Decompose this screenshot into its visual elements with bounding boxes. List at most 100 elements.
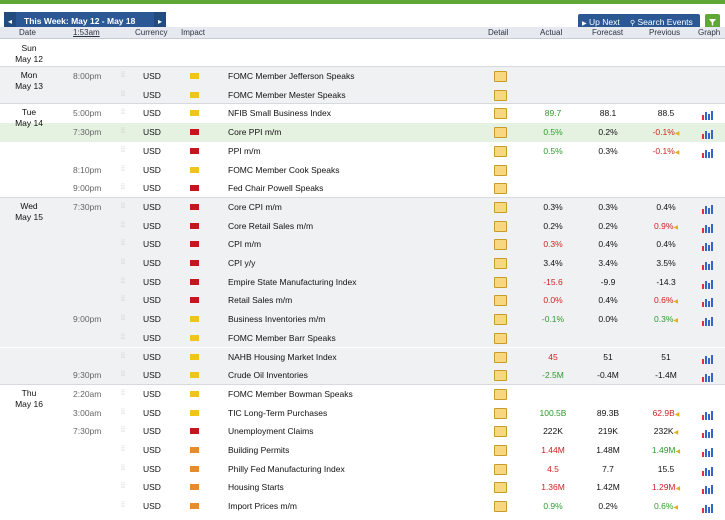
impact-icon[interactable] bbox=[190, 465, 199, 472]
table-row[interactable]: ⁞⁞ USD Empire State Manufacturing Index -15… bbox=[0, 272, 725, 292]
table-row[interactable]: ⁞⁞ USD CPI m/m 0.3% 0.4% 0.4% bbox=[0, 235, 725, 254]
table-row[interactable]: ⁞⁞ USD FOMC Member Mester Speaks bbox=[0, 85, 725, 105]
drag-handle-icon[interactable]: ⁞⁞ bbox=[121, 259, 125, 266]
detail-folder-icon[interactable] bbox=[494, 482, 507, 494]
drag-handle-icon[interactable]: ⁞⁞ bbox=[121, 464, 125, 472]
drag-handle-icon[interactable]: ⁞⁞ bbox=[121, 221, 125, 229]
drag-handle-icon[interactable]: ⁞⁞ bbox=[121, 296, 125, 304]
detail-folder-icon[interactable] bbox=[494, 127, 507, 139]
event-title[interactable]: Unemployment Claims bbox=[228, 426, 314, 437]
detail-folder-icon[interactable] bbox=[494, 71, 507, 82]
drag-handle-icon[interactable]: ⁞⁞ bbox=[121, 315, 125, 323]
graph-icon[interactable] bbox=[701, 464, 713, 476]
impact-icon[interactable] bbox=[190, 372, 199, 379]
event-title[interactable]: Philly Fed Manufacturing Index bbox=[228, 463, 345, 474]
detail-folder-icon[interactable] bbox=[494, 164, 507, 176]
graph-icon[interactable] bbox=[701, 239, 713, 252]
graph-icon[interactable] bbox=[701, 408, 713, 420]
table-row[interactable]: 7:30pm ⁞⁞ USD Core CPI m/m 0.3% 0.3% 0.4% bbox=[0, 197, 725, 217]
detail-folder-icon[interactable] bbox=[494, 295, 507, 307]
table-row[interactable]: ⁞⁞ USD CPI y/y 3.4% 3.4% 3.5% bbox=[0, 254, 725, 273]
event-title[interactable]: FOMC Member Jefferson Speaks bbox=[228, 71, 355, 81]
event-title[interactable]: Housing Starts bbox=[228, 482, 284, 493]
drag-handle-icon[interactable]: ⁞⁞ bbox=[121, 427, 125, 435]
detail-folder-icon[interactable] bbox=[494, 426, 507, 438]
impact-icon[interactable] bbox=[190, 260, 199, 266]
graph-icon[interactable] bbox=[701, 277, 713, 289]
graph-icon[interactable] bbox=[701, 258, 713, 270]
table-row[interactable]: 3:00am ⁞⁞ USD TIC Long-Term Purchases 100.5B… bbox=[0, 404, 725, 423]
event-title[interactable]: PPI m/m bbox=[228, 145, 261, 156]
detail-folder-icon[interactable] bbox=[494, 445, 507, 456]
table-row[interactable]: 8:10pm ⁞⁞ USD FOMC Member Cook Speaks bbox=[0, 161, 725, 180]
event-title[interactable]: Import Prices m/m bbox=[228, 501, 297, 512]
table-row[interactable]: 5:00pm ⁞⁞ USD NFIB Small Business Index 89.7… bbox=[0, 104, 725, 123]
event-title[interactable]: FOMC Member Cook Speaks bbox=[228, 164, 340, 175]
drag-handle-icon[interactable]: ⁞⁞ bbox=[121, 333, 125, 341]
graph-icon[interactable] bbox=[701, 426, 713, 439]
event-title[interactable]: NFIB Small Business Index bbox=[228, 108, 331, 119]
event-title[interactable]: Fed Chair Powell Speaks bbox=[228, 183, 324, 194]
table-row[interactable]: ⁞⁞ USD Core Retail Sales m/m 0.2% 0.2% 0.9%◀ bbox=[0, 216, 725, 236]
detail-folder-icon[interactable] bbox=[494, 463, 507, 475]
impact-icon[interactable] bbox=[190, 129, 199, 136]
event-title[interactable]: TIC Long-Term Purchases bbox=[228, 407, 328, 418]
event-title[interactable]: Crude Oil Inventories bbox=[228, 370, 308, 381]
graph-icon[interactable] bbox=[701, 221, 713, 233]
impact-icon[interactable] bbox=[190, 203, 199, 210]
graph-icon[interactable] bbox=[701, 352, 713, 364]
graph-icon[interactable] bbox=[701, 127, 713, 140]
impact-icon[interactable] bbox=[190, 110, 199, 117]
detail-folder-icon[interactable] bbox=[494, 201, 507, 213]
detail-folder-icon[interactable] bbox=[494, 258, 507, 269]
event-title[interactable]: FOMC Member Bowman Speaks bbox=[228, 388, 353, 399]
impact-icon[interactable] bbox=[190, 297, 199, 304]
event-title[interactable]: Business Inventories m/m bbox=[228, 314, 326, 325]
detail-folder-icon[interactable] bbox=[494, 351, 507, 363]
detail-folder-icon[interactable] bbox=[494, 332, 507, 344]
table-row[interactable]: 9:30pm ⁞⁞ USD Crude Oil Inventories -2.5M -0.… bbox=[0, 366, 725, 385]
graph-icon[interactable] bbox=[701, 146, 713, 158]
detail-folder-icon[interactable] bbox=[494, 370, 507, 382]
table-row[interactable]: 2:20am ⁞⁞ USD FOMC Member Bowman Speaks bbox=[0, 385, 725, 404]
event-title[interactable]: Retail Sales m/m bbox=[228, 295, 293, 306]
drag-handle-icon[interactable]: ⁞⁞ bbox=[121, 502, 125, 510]
drag-handle-icon[interactable]: ⁞⁞ bbox=[121, 371, 125, 379]
impact-icon[interactable] bbox=[190, 409, 199, 416]
graph-icon[interactable] bbox=[701, 202, 713, 214]
impact-icon[interactable] bbox=[190, 91, 199, 98]
impact-icon[interactable] bbox=[190, 166, 199, 173]
impact-icon[interactable] bbox=[190, 334, 199, 341]
graph-icon[interactable] bbox=[701, 501, 713, 514]
table-row[interactable]: ⁞⁞ USD Housing Starts 1.36M 1.42M 1.29M◀ bbox=[0, 478, 725, 497]
detail-folder-icon[interactable] bbox=[494, 388, 507, 400]
impact-icon[interactable] bbox=[190, 390, 199, 397]
detail-folder-icon[interactable] bbox=[494, 183, 507, 195]
detail-folder-icon[interactable] bbox=[494, 314, 507, 326]
table-row[interactable]: 7:30pm ⁞⁞ USD Core PPI m/m 0.5% 0.2% -0.1%◀ bbox=[0, 123, 725, 142]
graph-icon[interactable] bbox=[701, 482, 713, 495]
detail-folder-icon[interactable] bbox=[494, 89, 507, 101]
table-row[interactable]: 7:30pm ⁞⁞ USD Unemployment Claims 222K 219K 23… bbox=[0, 422, 725, 441]
detail-folder-icon[interactable] bbox=[494, 239, 507, 251]
drag-handle-icon[interactable]: ⁞⁞ bbox=[121, 146, 125, 154]
drag-handle-icon[interactable]: ⁞⁞ bbox=[121, 184, 125, 192]
event-title[interactable]: CPI y/y bbox=[228, 258, 256, 268]
impact-icon[interactable] bbox=[190, 428, 199, 435]
impact-icon[interactable] bbox=[190, 147, 199, 154]
up-next-button[interactable]: ▶ Up Next bbox=[582, 14, 620, 32]
table-row[interactable]: ⁞⁞ USD Building Permits 1.44M 1.48M 1.49M◀ bbox=[0, 441, 725, 460]
event-title[interactable]: Core Retail Sales m/m bbox=[228, 220, 314, 231]
impact-icon[interactable] bbox=[190, 503, 199, 510]
table-row[interactable]: ⁞⁞ USD FOMC Member Barr Speaks bbox=[0, 328, 725, 348]
table-row[interactable]: 8:00pm ⁞⁞ USD FOMC Member Jefferson Speaks bbox=[0, 67, 725, 86]
event-title[interactable]: Core CPI m/m bbox=[228, 201, 282, 212]
event-title[interactable]: Empire State Manufacturing Index bbox=[228, 276, 357, 287]
drag-handle-icon[interactable]: ⁞⁞ bbox=[121, 408, 125, 416]
impact-icon[interactable] bbox=[190, 241, 199, 248]
impact-icon[interactable] bbox=[190, 222, 199, 229]
graph-icon[interactable] bbox=[701, 314, 713, 327]
table-row[interactable]: ⁞⁞ USD NAHB Housing Market Index 45 51 51 bbox=[0, 347, 725, 367]
drag-handle-icon[interactable]: ⁞⁞ bbox=[121, 72, 125, 79]
table-row[interactable]: ⁞⁞ USD Philly Fed Manufacturing Index 4.5 7.… bbox=[0, 460, 725, 479]
